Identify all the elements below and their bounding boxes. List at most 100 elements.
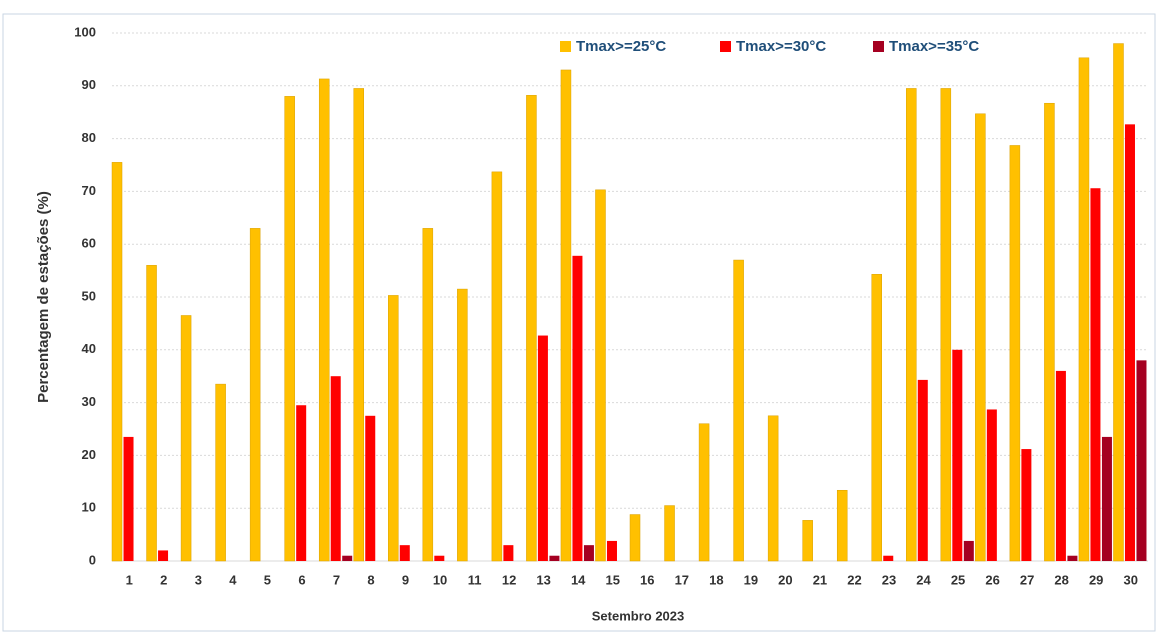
bar bbox=[629, 514, 641, 562]
x-axis-title: Setembro 2023 bbox=[592, 608, 685, 623]
bar bbox=[1009, 145, 1021, 562]
bar bbox=[560, 69, 572, 562]
bar bbox=[698, 423, 710, 562]
x-tick-label: 14 bbox=[571, 572, 586, 587]
y-tick-label: 100 bbox=[74, 24, 96, 39]
bar bbox=[986, 409, 997, 561]
x-tick-label: 10 bbox=[433, 572, 447, 587]
bar bbox=[537, 335, 548, 561]
x-tick-label: 8 bbox=[367, 572, 374, 587]
x-tick-label: 25 bbox=[951, 572, 965, 587]
bar bbox=[434, 555, 445, 561]
bar bbox=[422, 228, 434, 562]
x-tick-label: 12 bbox=[502, 572, 516, 587]
chart-border bbox=[2, 13, 1156, 632]
bar bbox=[917, 379, 928, 561]
legend-swatch bbox=[560, 41, 571, 52]
bar bbox=[767, 415, 779, 562]
bar bbox=[1078, 57, 1090, 562]
bar bbox=[388, 295, 399, 562]
legend-swatch bbox=[873, 41, 884, 52]
y-tick-label: 60 bbox=[82, 236, 96, 251]
bar bbox=[975, 113, 986, 562]
legend-label: Tmax>=25°C bbox=[576, 38, 666, 55]
x-tick-label: 2 bbox=[160, 572, 167, 587]
legend-label: Tmax>=30°C bbox=[736, 38, 826, 55]
x-tick-label: 17 bbox=[675, 572, 689, 587]
x-tick-label: 21 bbox=[813, 572, 827, 587]
legend-swatch bbox=[720, 41, 731, 52]
bar bbox=[365, 415, 376, 561]
y-tick-label: 70 bbox=[82, 183, 96, 198]
x-tick-label: 30 bbox=[1123, 572, 1137, 587]
y-tick-label: 0 bbox=[89, 552, 96, 567]
bar bbox=[583, 545, 594, 561]
y-tick-label: 10 bbox=[82, 500, 96, 515]
bar bbox=[249, 228, 261, 562]
bar bbox=[883, 555, 894, 561]
bar bbox=[963, 540, 974, 561]
bar bbox=[503, 545, 514, 561]
x-tick-label: 23 bbox=[882, 572, 896, 587]
bar bbox=[284, 96, 295, 562]
bar bbox=[123, 436, 134, 561]
x-tick-label: 5 bbox=[264, 572, 271, 587]
bar bbox=[664, 505, 675, 562]
bar bbox=[146, 265, 157, 562]
bar bbox=[491, 171, 503, 562]
bar bbox=[940, 88, 952, 562]
bar bbox=[1113, 43, 1124, 562]
y-tick-label: 40 bbox=[82, 341, 96, 356]
bar bbox=[330, 376, 341, 561]
bar bbox=[526, 95, 537, 562]
bar bbox=[906, 88, 917, 562]
bar bbox=[733, 259, 744, 562]
bar bbox=[353, 88, 364, 562]
bar bbox=[549, 555, 560, 561]
x-tick-label: 29 bbox=[1089, 572, 1103, 587]
bar bbox=[1044, 102, 1055, 562]
bar bbox=[399, 545, 410, 561]
bar bbox=[180, 315, 192, 562]
bar bbox=[111, 162, 123, 562]
x-tick-label: 27 bbox=[1020, 572, 1034, 587]
x-tick-label: 1 bbox=[126, 572, 133, 587]
x-tick-label: 15 bbox=[605, 572, 619, 587]
y-tick-label: 80 bbox=[82, 130, 96, 145]
x-tick-label: 6 bbox=[298, 572, 305, 587]
y-axis-title: Percentagem de estações (%) bbox=[35, 191, 52, 403]
x-tick-label: 24 bbox=[916, 572, 931, 587]
x-tick-label: 4 bbox=[229, 572, 237, 587]
bar bbox=[1021, 449, 1032, 561]
y-tick-label: 20 bbox=[82, 447, 96, 462]
bar bbox=[457, 288, 468, 562]
y-tick-label: 30 bbox=[82, 394, 96, 409]
x-tick-label: 18 bbox=[709, 572, 723, 587]
bar bbox=[215, 383, 226, 562]
bar bbox=[836, 489, 848, 562]
bar bbox=[606, 540, 617, 561]
x-tick-label: 26 bbox=[985, 572, 999, 587]
x-tick-label: 9 bbox=[402, 572, 409, 587]
bar bbox=[952, 349, 963, 561]
x-tick-label: 16 bbox=[640, 572, 654, 587]
x-tick-label: 20 bbox=[778, 572, 792, 587]
bar bbox=[318, 78, 330, 562]
y-tick-label: 90 bbox=[82, 77, 96, 92]
bar bbox=[342, 555, 353, 561]
x-tick-label: 3 bbox=[195, 572, 202, 587]
x-tick-label: 7 bbox=[333, 572, 340, 587]
bar bbox=[802, 520, 813, 562]
bar bbox=[1136, 360, 1147, 561]
bar bbox=[158, 550, 169, 561]
x-tick-label: 22 bbox=[847, 572, 861, 587]
bar bbox=[1101, 436, 1112, 561]
bar bbox=[595, 189, 606, 562]
bar bbox=[1090, 188, 1101, 561]
bar bbox=[296, 405, 307, 561]
y-tick-label: 50 bbox=[82, 288, 96, 303]
x-tick-label: 13 bbox=[536, 572, 550, 587]
x-tick-label: 11 bbox=[468, 572, 482, 587]
bar bbox=[871, 274, 882, 562]
